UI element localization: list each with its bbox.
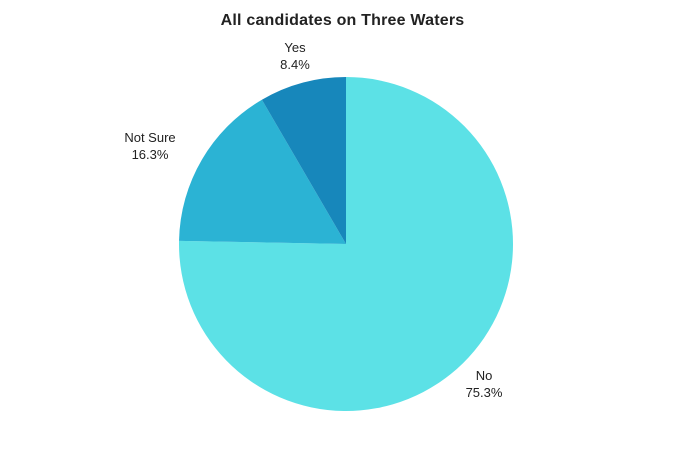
pie-labels: No 75.3% Not Sure 16.3% Yes 8.4% bbox=[124, 40, 503, 400]
slice-label-yes: Yes bbox=[284, 40, 306, 55]
slice-label-no: No bbox=[476, 368, 493, 383]
pie-slice-no bbox=[178, 77, 513, 412]
pie-slice-yes bbox=[261, 77, 346, 244]
pie-slice-not-sure bbox=[179, 99, 346, 244]
pie-slices bbox=[178, 77, 513, 412]
slice-label-not-sure: Not Sure bbox=[124, 130, 175, 145]
chart-title: All candidates on Three Waters bbox=[220, 12, 465, 29]
slice-value-not-sure: 16.3% bbox=[132, 147, 169, 162]
slice-value-no: 75.3% bbox=[466, 385, 503, 400]
slice-value-yes: 8.4% bbox=[280, 57, 310, 72]
